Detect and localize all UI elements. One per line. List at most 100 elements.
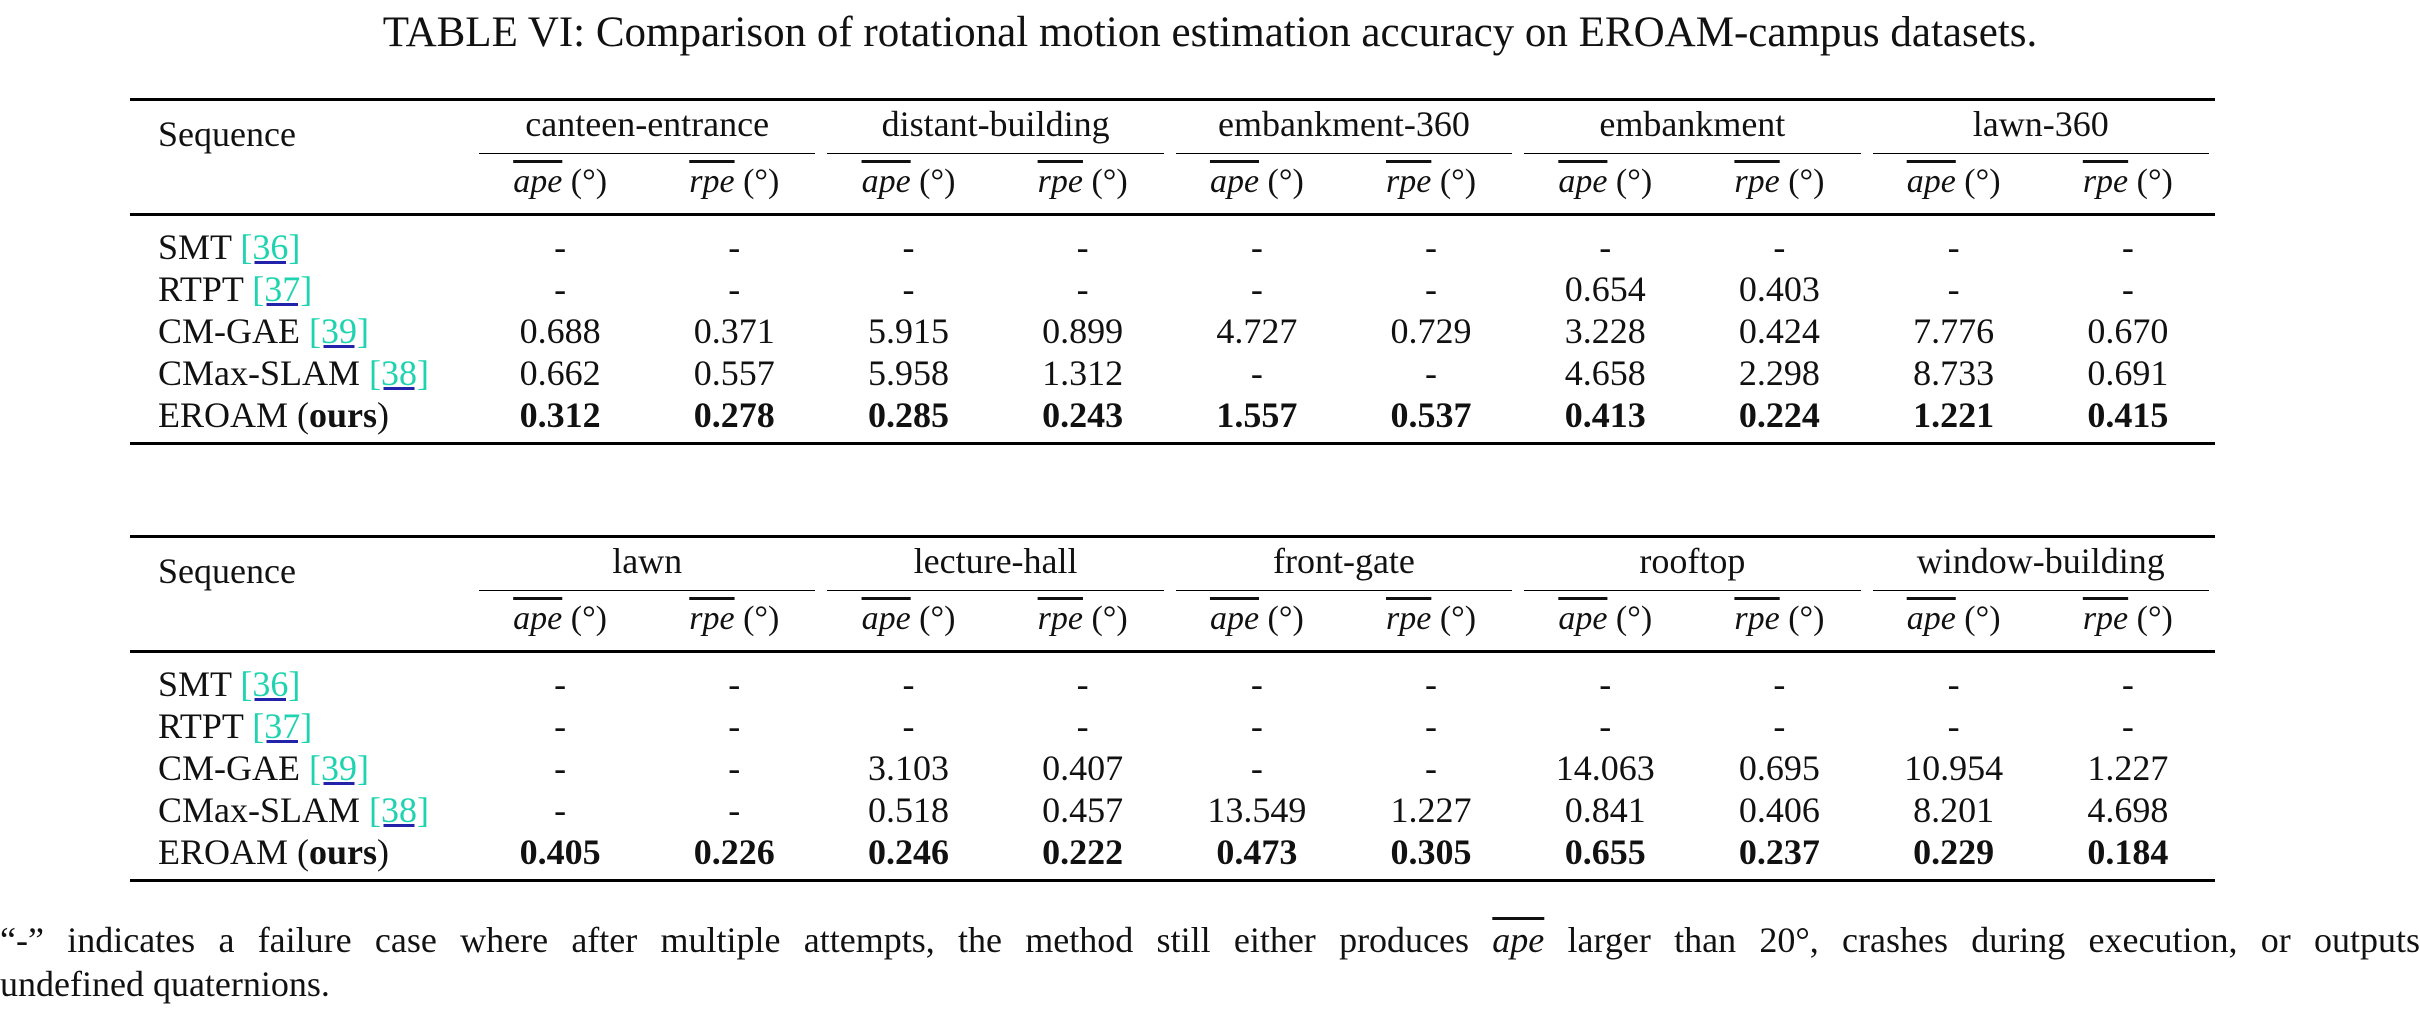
value-cell: 0.403 — [1738, 269, 1820, 309]
value-cell: 0.246 — [867, 832, 949, 872]
ape-symbol: ape — [1558, 163, 1608, 200]
group-header: front-gate — [1169, 535, 1519, 592]
unit-label: (°) — [1091, 163, 1128, 200]
table-row: RTPT [37] - - - - - - 0.654 0.403 - - — [130, 268, 2215, 310]
ape-symbol: ape — [1558, 600, 1608, 637]
value-cell: - — [1076, 269, 1089, 309]
value-cell: - — [1599, 227, 1612, 267]
rpe-header: rpe (°) — [1343, 592, 1519, 653]
value-cell: - — [902, 706, 915, 746]
unit-label: (°) — [570, 163, 608, 200]
table-row: CMax-SLAM [38] - - 0.518 0.457 13.549 1.227 0.8… — [130, 789, 2215, 831]
group-label: lecture-hall — [827, 540, 1164, 591]
value-cell: 1.557 — [1216, 395, 1298, 435]
group-label: window-building — [1872, 540, 2209, 591]
citation-link: [36] — [240, 227, 301, 267]
value-cell: 1.227 — [1390, 790, 1472, 830]
footnote-text-a: “-” indicates a failure case where after… — [0, 920, 1493, 960]
table-caption: TABLE VI: Comparison of rotational motio… — [382, 9, 2038, 56]
method-cell: CMax-SLAM [38] — [130, 352, 473, 394]
ours-label: ours — [309, 395, 378, 435]
group-header: embankment-360 — [1169, 98, 1519, 155]
value-cell: 0.243 — [1042, 395, 1124, 435]
citation-link: [37] — [252, 269, 313, 309]
value-cell: 0.729 — [1390, 311, 1472, 351]
value-cell: 3.103 — [867, 748, 949, 788]
ape-header: ape (°) — [1518, 155, 1693, 216]
value-cell: 0.229 — [1913, 832, 1995, 872]
unit-label: (°) — [743, 600, 780, 637]
method-cell: CMax-SLAM [38] — [130, 789, 473, 831]
value-cell: 0.695 — [1738, 748, 1820, 788]
value-cell: - — [1250, 353, 1263, 393]
value-cell: - — [1425, 748, 1438, 788]
unit-label: (°) — [1267, 600, 1304, 637]
rpe-symbol: rpe — [689, 600, 735, 637]
rpe-symbol: rpe — [689, 163, 735, 200]
value-cell: - — [902, 269, 915, 309]
method-name: EROAM ( — [158, 395, 309, 435]
value-cell: - — [1947, 227, 1960, 267]
group-header: canteen-entrance — [473, 98, 822, 155]
value-cell: 1.312 — [1042, 353, 1124, 393]
footnote-line-2: undefined quaternions. — [0, 964, 330, 1004]
value-cell: 0.278 — [693, 395, 775, 435]
value-cell: 0.415 — [2087, 395, 2169, 435]
ape-header: ape (°) — [821, 592, 996, 653]
method-name: CM-GAE — [158, 311, 309, 351]
value-cell: 10.954 — [1904, 748, 2004, 788]
method-cell: RTPT [37] — [130, 705, 473, 747]
value-cell: 0.655 — [1564, 832, 1646, 872]
value-cell: 5.915 — [867, 311, 949, 351]
table-row: SMT [36] - - - - - - - - - - — [130, 652, 2215, 706]
value-cell: - — [1076, 227, 1089, 267]
group-label: embankment-360 — [1175, 103, 1513, 154]
value-cell: - — [1425, 227, 1438, 267]
value-cell: 0.413 — [1564, 395, 1646, 435]
method-name: SMT — [158, 227, 241, 267]
value-cell: 0.557 — [693, 353, 775, 393]
unit-label: (°) — [1267, 163, 1304, 200]
unit-label: (°) — [919, 600, 956, 637]
method-name: CMax-SLAM — [158, 790, 370, 830]
ape-symbol: ape — [1906, 600, 1956, 637]
rpe-symbol: rpe — [1734, 600, 1780, 637]
value-cell: 0.841 — [1564, 790, 1646, 830]
value-cell: - — [1947, 706, 1960, 746]
group-label: embankment — [1524, 103, 1861, 154]
value-cell: 4.727 — [1216, 311, 1298, 351]
method-name: RTPT — [158, 269, 253, 309]
method-cell: EROAM (ours) — [130, 394, 473, 444]
table-row: EROAM (ours) 0.405 0.226 0.246 0.222 0.473 0.3… — [130, 831, 2215, 881]
footnote-line-1: “-” indicates a failure case where after… — [0, 918, 2420, 962]
close-paren: ) — [377, 832, 390, 872]
group-label: lawn-360 — [1872, 103, 2209, 154]
value-cell: 0.184 — [2087, 832, 2169, 872]
ape-symbol: ape — [861, 163, 911, 200]
group-header: lawn — [473, 535, 822, 592]
value-cell: - — [554, 706, 567, 746]
unit-label: (°) — [1964, 163, 2001, 200]
value-cell: 0.237 — [1738, 832, 1820, 872]
value-cell: - — [728, 664, 741, 704]
table-body: Sequence lawn lecture-hall front-gate roofto… — [130, 535, 2215, 881]
ape-symbol: ape — [1906, 163, 1956, 200]
unit-label: (°) — [1615, 600, 1653, 637]
value-cell: 0.518 — [867, 790, 949, 830]
metric-header-row: ape (°) rpe (°) ape (°) rpe (°) ape (°) rpe (… — [130, 592, 2215, 653]
ape-header: ape (°) — [1518, 592, 1693, 653]
group-header: rooftop — [1518, 535, 1867, 592]
value-cell: 0.654 — [1564, 269, 1646, 309]
value-cell: 0.424 — [1738, 311, 1820, 351]
value-cell: 0.670 — [2087, 311, 2169, 351]
table-row: CMax-SLAM [38] 0.662 0.557 5.958 1.312 - - 4.65… — [130, 352, 2215, 394]
value-cell: 0.457 — [1042, 790, 1124, 830]
value-cell: - — [728, 269, 741, 309]
method-cell: CM-GAE [39] — [130, 310, 473, 352]
value-cell: 0.312 — [519, 395, 601, 435]
citation-link: [39] — [309, 748, 369, 788]
ape-header: ape (°) — [821, 155, 996, 216]
value-cell: - — [554, 269, 567, 309]
unit-label: (°) — [1091, 600, 1128, 637]
value-cell: - — [1250, 748, 1263, 788]
